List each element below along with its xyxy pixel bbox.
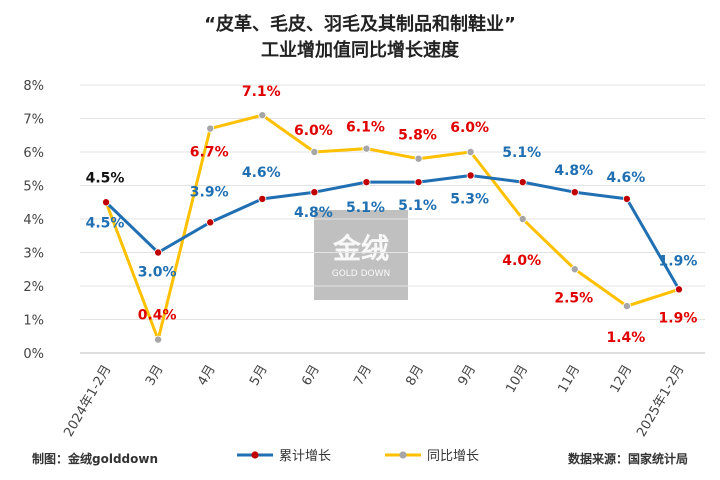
data-point [674, 285, 683, 294]
y-tick-label: 6% [23, 146, 44, 161]
data-point [466, 147, 475, 156]
chart-title-line1: “皮革、毛皮、羽毛及其制品和制鞋业” [204, 13, 516, 35]
data-label: 6.7% [190, 145, 229, 161]
data-label: 4.8% [294, 205, 333, 221]
watermark-sub-text: GOLD DOWN [332, 269, 391, 279]
data-point [154, 335, 163, 344]
y-tick-label: 7% [23, 113, 44, 128]
data-label: 1.4% [606, 330, 645, 346]
legend-label: 同比增长 [427, 449, 479, 464]
data-label: 7.1% [242, 84, 281, 100]
data-point [206, 124, 215, 133]
data-label: 4.5% [86, 170, 125, 186]
data-point [414, 154, 423, 163]
data-label: 5.8% [398, 128, 437, 144]
y-axis: 0% 1% 2% 3% 4% 5% 6% 7% 8% [23, 79, 44, 362]
footer-credit: 制图：金绒golddown [32, 451, 158, 466]
data-point [622, 194, 631, 203]
data-point [466, 171, 475, 180]
data-label: 5.1% [398, 198, 437, 214]
data-label: 3.0% [138, 265, 177, 281]
series-lines [102, 111, 683, 344]
y-tick-label: 8% [23, 79, 44, 94]
data-label: 0.4% [138, 308, 177, 324]
data-label: 4.6% [242, 165, 281, 181]
data-label: 1.9% [659, 310, 698, 326]
data-labels: 4.5% 3.0% 3.9% 4.6% 4.8% 5.1% 5.1% 5.3% 5.1% 4.8%… [86, 84, 698, 346]
watermark-main-text: 金绒 [332, 232, 389, 265]
series-line [105, 173, 681, 291]
data-label: 5.1% [346, 200, 385, 216]
y-tick-label: 0% [23, 347, 44, 362]
data-label: 6.0% [450, 120, 489, 136]
y-tick-label: 5% [23, 180, 44, 195]
chart-title-line2: 工业增加值同比增长速度 [261, 39, 460, 61]
data-point [310, 147, 319, 156]
gridlines [80, 84, 705, 354]
data-label: 4.5% [86, 215, 125, 231]
data-point [570, 265, 579, 274]
legend-label: 累计增长 [279, 449, 331, 464]
data-label: 4.8% [554, 163, 593, 179]
data-point [310, 188, 319, 197]
legend-swatch-marker [399, 451, 407, 459]
data-label: 6.0% [294, 123, 333, 139]
y-tick-label: 4% [23, 213, 44, 228]
data-point [362, 144, 371, 153]
y-tick-label: 3% [23, 247, 44, 262]
data-label: 4.6% [606, 170, 645, 186]
data-point [206, 218, 215, 227]
legend: 累计增长 同比增长 [237, 449, 479, 464]
data-label: 2.5% [554, 290, 593, 306]
data-point [518, 178, 527, 187]
data-point [622, 302, 631, 311]
series-line [104, 113, 680, 342]
data-point [570, 188, 579, 197]
data-point [414, 178, 423, 187]
data-point [258, 194, 267, 203]
watermark-logo: 金绒 GOLD DOWN [314, 210, 408, 300]
data-label: 1.9% [659, 253, 698, 269]
y-tick-label: 2% [23, 280, 44, 295]
data-label: 3.9% [190, 184, 229, 200]
data-point [102, 198, 111, 207]
data-point [258, 111, 267, 120]
data-label: 6.1% [346, 120, 385, 136]
legend-swatch-marker [251, 451, 259, 459]
data-point [154, 248, 163, 257]
data-point [362, 178, 371, 187]
data-label: 4.0% [502, 253, 541, 269]
data-label: 5.1% [502, 145, 541, 161]
footer-source: 数据来源：国家统计局 [568, 451, 688, 466]
y-tick-label: 1% [23, 314, 44, 329]
data-label: 5.3% [450, 191, 489, 207]
data-point [518, 214, 527, 223]
